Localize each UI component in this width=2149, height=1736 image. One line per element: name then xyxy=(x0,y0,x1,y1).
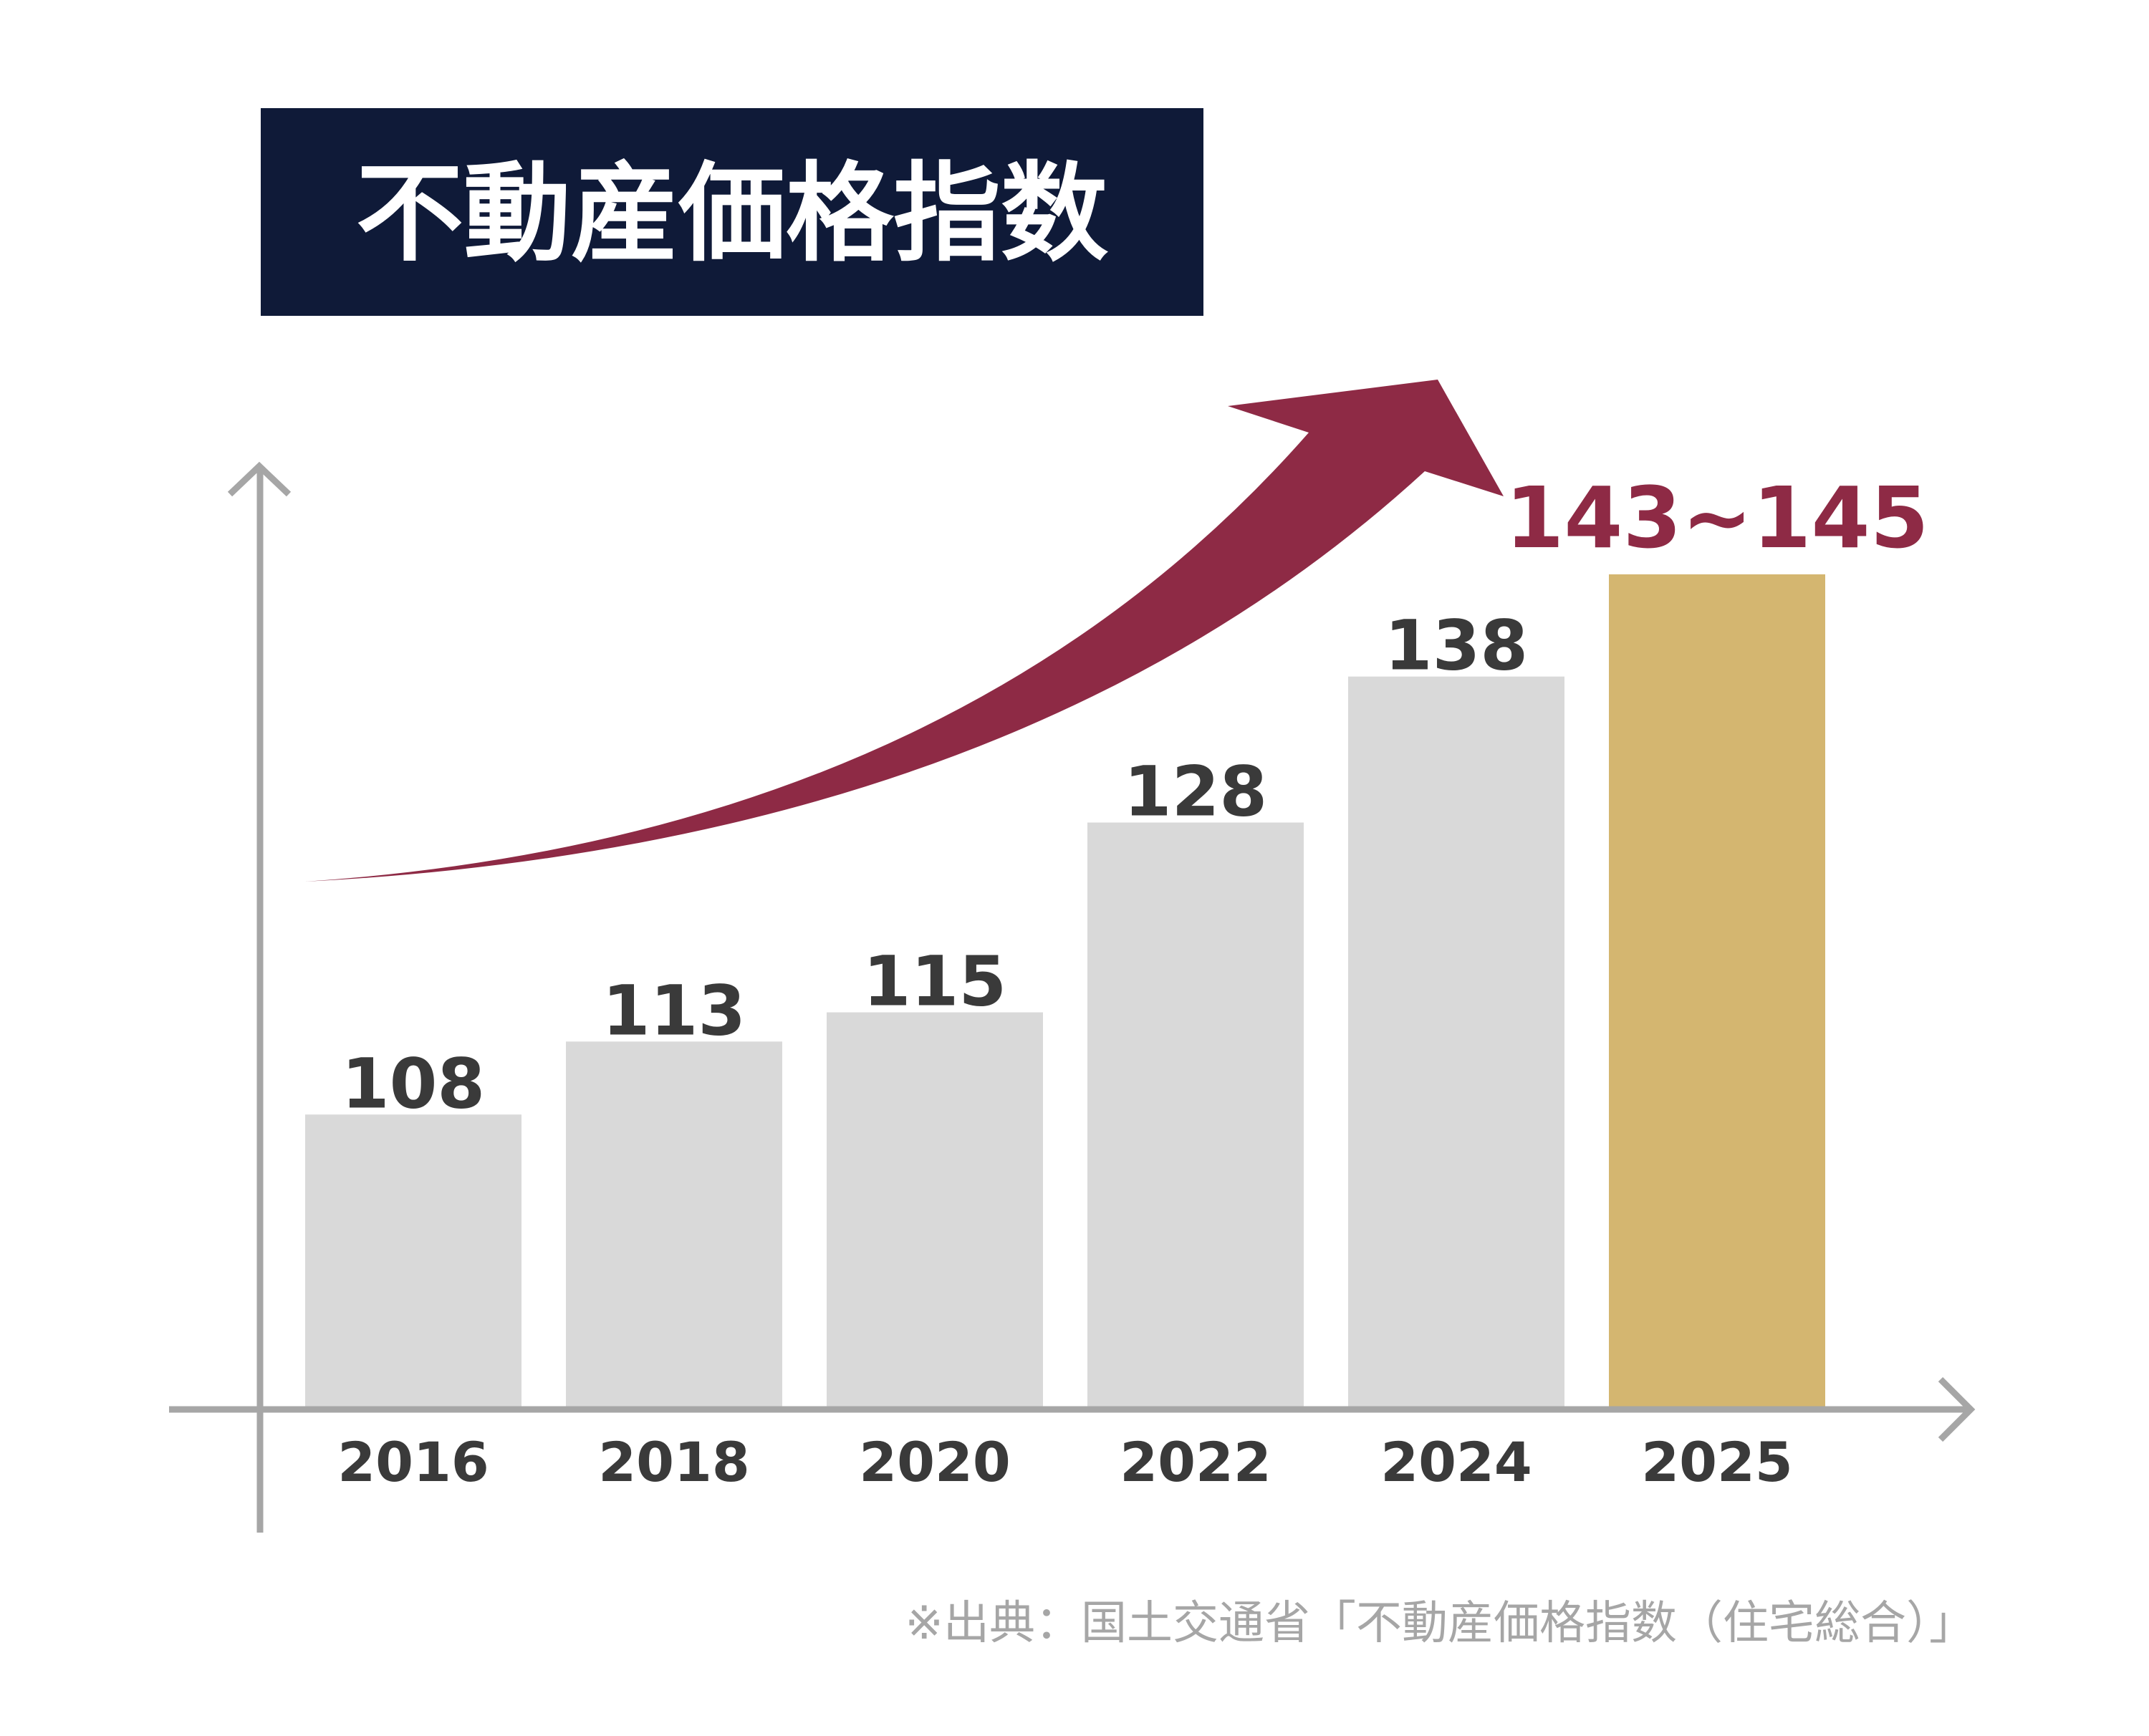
chart-title: 不動産価格指数 xyxy=(356,152,1108,276)
x-tick-label-2016: 2016 xyxy=(337,1430,489,1494)
bar-2020 xyxy=(827,1012,1043,1407)
bar-2024 xyxy=(1348,676,1564,1407)
value-label-2024: 138 xyxy=(1385,606,1528,686)
x-tick-label-2022: 2022 xyxy=(1120,1430,1271,1494)
y-axis-arrow-icon xyxy=(227,461,292,497)
trend-arrow xyxy=(305,380,1504,882)
title-box xyxy=(261,108,1203,316)
x-axis-arrow-icon xyxy=(1938,1376,1976,1442)
bar-2016 xyxy=(305,1114,521,1407)
bar-2018 xyxy=(566,1041,782,1407)
y-axis xyxy=(227,461,292,1533)
value-label-2020: 115 xyxy=(863,942,1006,1022)
x-tick-label-2018: 2018 xyxy=(598,1430,750,1494)
x-tick-label-2024: 2024 xyxy=(1380,1430,1532,1494)
value-label-2022: 128 xyxy=(1124,752,1267,832)
source-note: ※出典：国土交通省「不動産価格指数（住宅総合）」 xyxy=(905,1597,1975,1650)
value-label-2016: 108 xyxy=(342,1043,485,1124)
x-tick-label-2020: 2020 xyxy=(859,1430,1011,1494)
bar-2025 xyxy=(1609,574,1825,1407)
x-axis xyxy=(169,1376,1976,1442)
bar-2022 xyxy=(1087,822,1304,1407)
x-tick-label-2025: 2025 xyxy=(1641,1430,1793,1494)
value-label-2025: 143~145 xyxy=(1505,468,1929,567)
value-label-2018: 113 xyxy=(602,970,746,1051)
